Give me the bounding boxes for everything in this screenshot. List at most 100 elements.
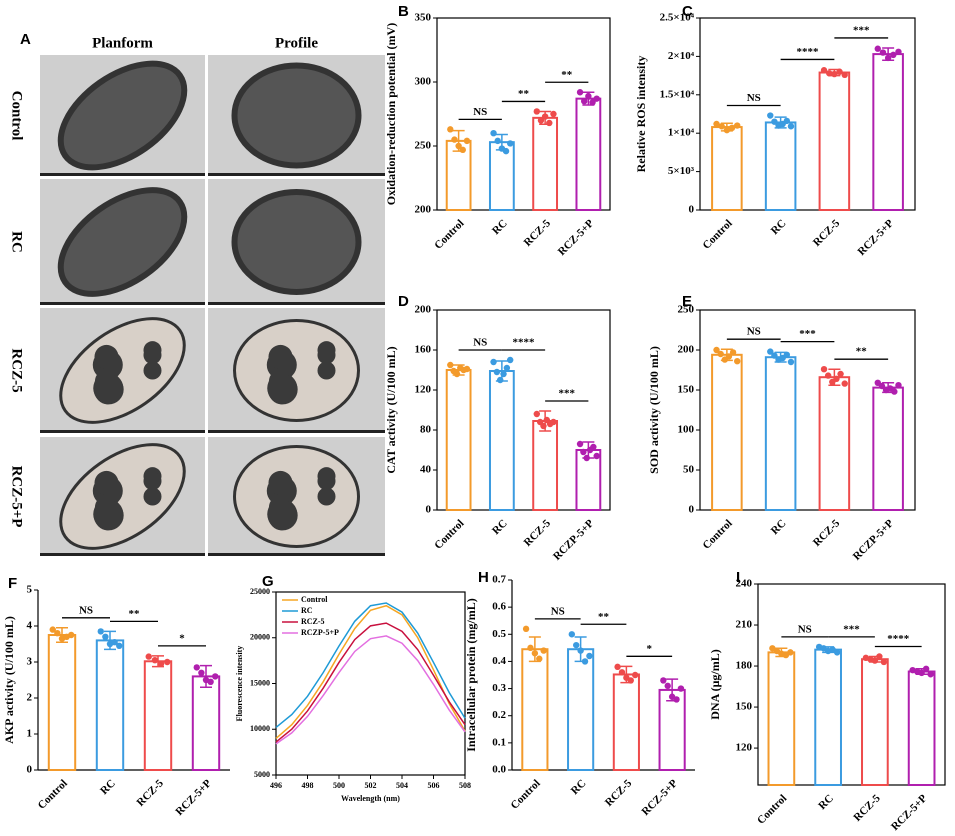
y-tick-label: 2×10⁴: [668, 50, 695, 62]
y-tick-label: 250: [415, 140, 432, 152]
cell-wall: [233, 319, 360, 422]
data-point: [895, 48, 902, 55]
y-tick-label: 20000: [250, 633, 270, 642]
data-point: [677, 685, 685, 692]
data-point: [576, 89, 584, 96]
y-tick-label: 0.3: [492, 682, 506, 694]
data-point: [463, 365, 471, 373]
y-tick-label: 210: [736, 619, 753, 631]
data-point: [581, 658, 589, 665]
data-point: [874, 45, 881, 52]
data-point: [568, 631, 576, 638]
y-tick-label: 180: [736, 660, 753, 672]
data-point: [713, 346, 720, 354]
significance-label: **: [518, 88, 530, 100]
data-point: [522, 625, 530, 633]
cell-debris: [143, 487, 162, 506]
scale-strip: [208, 173, 385, 176]
bar: [764, 356, 797, 512]
data-point: [820, 67, 828, 74]
bar: [658, 688, 686, 772]
bar: [767, 651, 796, 787]
data-point: [97, 628, 104, 635]
significance-label: ***: [843, 623, 860, 635]
data-point: [507, 140, 514, 147]
y-axis-title: Intracellular protein (mg/mL): [464, 598, 478, 752]
y-tick-label: 150: [736, 701, 753, 713]
data-point: [767, 112, 774, 119]
data-point: [111, 639, 118, 646]
row-header: RC: [9, 231, 25, 253]
scale-strip: [40, 553, 205, 556]
x-tick-label: Control: [432, 217, 466, 251]
data-point: [68, 631, 75, 639]
data-point: [713, 120, 720, 128]
x-tick-label: RC: [769, 217, 789, 237]
x-tick-label: RCZ-5+P: [173, 777, 214, 818]
y-tick-label: 200: [415, 304, 432, 316]
y-tick-label: 0.0: [492, 764, 506, 776]
y-tick-label: 240: [736, 578, 753, 590]
data-point: [207, 678, 214, 685]
x-tick-label: 504: [396, 781, 408, 790]
bar: [191, 675, 221, 772]
panel-label: I: [736, 569, 740, 586]
data-point: [618, 669, 626, 676]
y-tick-label: 1: [27, 728, 33, 740]
x-tick-label: Control: [701, 217, 735, 251]
x-tick-label: 506: [428, 781, 440, 790]
y-tick-label: 5000: [254, 770, 270, 779]
plot-frame: [436, 309, 611, 511]
y-tick-label: 160: [415, 344, 432, 356]
y-tick-label: 1.5×10⁴: [660, 88, 695, 100]
significance-label: NS: [551, 605, 565, 617]
y-tick-label: 4: [27, 620, 33, 632]
data-point: [673, 696, 680, 703]
bar: [872, 386, 904, 512]
significance-label: NS: [747, 326, 761, 338]
bar: [711, 126, 743, 211]
x-tick-label: 498: [302, 781, 314, 790]
cell-debris: [143, 346, 162, 365]
data-point: [878, 382, 886, 390]
scale-strip: [40, 173, 205, 176]
data-point: [583, 454, 590, 462]
data-point: [871, 657, 879, 664]
data-point: [783, 117, 791, 125]
data-point: [725, 353, 733, 360]
x-tick-label: RCZ-5: [811, 517, 843, 549]
data-point: [664, 682, 671, 690]
y-tick-label: 3: [27, 656, 33, 668]
data-point: [212, 673, 219, 680]
data-point: [586, 652, 593, 660]
x-tick-label: 496: [270, 781, 282, 790]
bar: [488, 370, 515, 511]
significance-label: **: [856, 346, 868, 358]
data-point: [627, 677, 634, 684]
x-tick-label: RCZ-5+P: [556, 217, 597, 258]
data-point: [841, 380, 848, 387]
x-tick-label: 500: [333, 781, 345, 790]
x-tick-label: RCZ-5: [851, 792, 883, 824]
y-axis-title: DNA (μg/mL): [708, 649, 722, 719]
data-point: [767, 348, 774, 355]
significance-label: **: [129, 608, 141, 620]
data-point: [717, 350, 724, 358]
data-point: [531, 650, 539, 657]
cell-debris: [143, 472, 162, 491]
bar: [445, 369, 472, 511]
cell-debris: [317, 472, 336, 491]
cell-debris: [268, 470, 293, 495]
data-point: [533, 410, 540, 418]
x-tick-label: RCZ-5: [522, 217, 554, 249]
y-tick-label: 0.1: [492, 736, 506, 748]
cell-wall: [233, 445, 360, 548]
data-point: [631, 671, 639, 679]
data-point: [453, 370, 461, 378]
x-tick-label: Control: [432, 517, 466, 551]
panel-label: H: [478, 569, 489, 586]
data-point: [546, 119, 553, 127]
bar: [907, 670, 936, 786]
data-point: [590, 443, 597, 451]
series-line: [275, 622, 466, 743]
